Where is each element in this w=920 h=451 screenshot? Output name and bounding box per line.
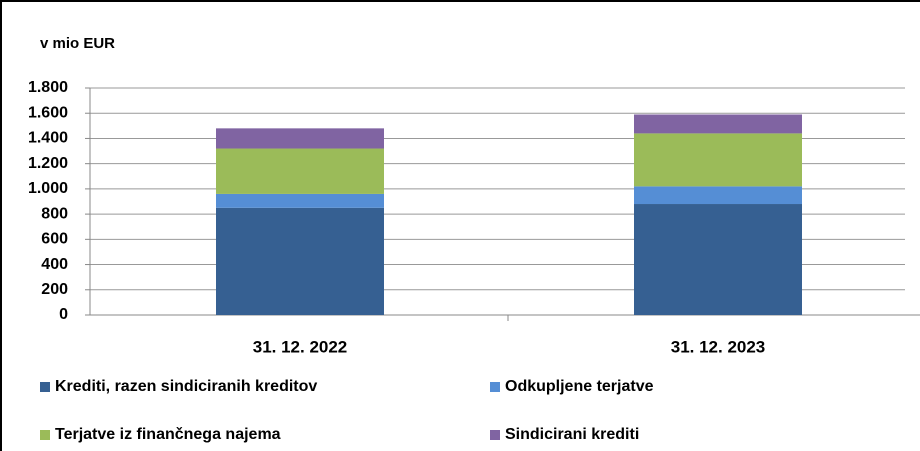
y-tick-label: 200 bbox=[41, 281, 68, 298]
bar-segment bbox=[216, 148, 384, 194]
y-tick-label: 600 bbox=[41, 231, 68, 248]
legend-label: Sindicirani krediti bbox=[505, 426, 639, 443]
y-tick-label: 1.600 bbox=[28, 104, 68, 121]
legend-label: Terjatve iz finančnega najema bbox=[55, 426, 281, 443]
chart-title: v mio EUR bbox=[40, 35, 115, 52]
y-tick-label: 1.400 bbox=[28, 130, 68, 147]
bar-segment bbox=[216, 193, 384, 208]
bar-segment bbox=[634, 204, 802, 315]
x-tick-label: 31. 12. 2022 bbox=[253, 337, 348, 356]
y-tick-label: 1.000 bbox=[28, 180, 68, 197]
y-tick-label: 400 bbox=[41, 256, 68, 273]
legend-swatch bbox=[40, 382, 50, 392]
legend-label: Krediti, razen sindiciranih kreditov bbox=[55, 378, 317, 395]
bar-segment bbox=[216, 207, 384, 315]
y-tick-label: 1.200 bbox=[28, 155, 68, 172]
y-tick-label: 0 bbox=[59, 306, 68, 323]
x-tick-label: 31. 12. 2023 bbox=[671, 337, 766, 356]
bar-segment bbox=[634, 133, 802, 187]
y-tick-label: 800 bbox=[41, 205, 68, 222]
bar-segment bbox=[634, 186, 802, 205]
y-tick-label: 1.800 bbox=[28, 79, 68, 96]
bar-segment bbox=[216, 128, 384, 149]
legend-swatch bbox=[490, 430, 500, 440]
legend-swatch bbox=[40, 430, 50, 440]
legend-label: Odkupljene terjatve bbox=[505, 378, 654, 395]
bar-segment bbox=[634, 114, 802, 134]
legend-swatch bbox=[490, 382, 500, 392]
